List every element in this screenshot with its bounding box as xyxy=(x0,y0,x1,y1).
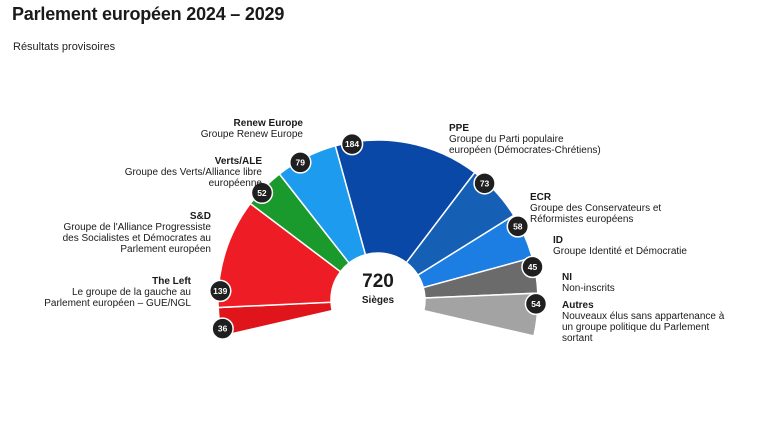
label-desc-ecr: Groupe des Conservateurs et xyxy=(530,203,661,214)
label-desc-ppe: européen (Démocrates-Chrétiens) xyxy=(449,145,601,156)
label-desc-ni: Non-inscrits xyxy=(562,283,615,294)
label-desc-s-d: des Socialistes et Démocrates au xyxy=(63,233,211,244)
badge-circle-id xyxy=(506,215,530,238)
badge-ppe: 184 xyxy=(340,132,364,156)
chart-title: Parlement européen 2024 – 2029 xyxy=(12,4,285,24)
badge-circle-renew-europe xyxy=(289,151,312,174)
badge-value-id: 58 xyxy=(513,221,523,231)
label-desc-autres: un groupe politique du Parlement xyxy=(562,322,710,333)
label-name-verts-ale: Verts/ALE xyxy=(215,156,263,167)
label-desc-verts-ale: Groupe des Verts/Alliance libre xyxy=(125,167,263,178)
slice-ppe xyxy=(334,139,476,264)
badge-circle-ppe xyxy=(340,132,364,156)
badge-value-s-d: 139 xyxy=(213,286,227,296)
label-name-the-left: The Left xyxy=(152,276,192,287)
badge-id: 58 xyxy=(506,215,530,238)
label-name-ecr: ECR xyxy=(530,192,552,203)
badge-value-ppe: 184 xyxy=(345,139,359,149)
total-seats: 720 xyxy=(362,271,394,292)
chart-subtitle: Résultats provisoires xyxy=(13,41,116,53)
label-desc-renew-europe: Groupe Renew Europe xyxy=(201,129,304,140)
slice-autres xyxy=(422,292,539,337)
badge-value-the-left: 36 xyxy=(218,324,228,334)
label-desc-s-d: Groupe de l'Alliance Progressiste xyxy=(63,222,211,233)
badge-value-ecr: 73 xyxy=(480,178,490,188)
label-name-autres: Autres xyxy=(562,300,594,311)
label-desc-autres: sortant xyxy=(562,333,593,344)
label-desc-verts-ale: européenne xyxy=(209,178,263,189)
slice-s-d xyxy=(217,202,342,309)
badge-the-left: 36 xyxy=(211,317,234,340)
total-seats-label: Sièges xyxy=(362,295,395,306)
label-name-renew-europe: Renew Europe xyxy=(234,118,304,129)
label-desc-ecr: Réformistes européens xyxy=(530,214,633,225)
badge-ni: 45 xyxy=(521,255,544,279)
label-desc-ppe: Groupe du Parti populaire xyxy=(449,134,564,145)
badge-autres: 54 xyxy=(524,292,548,316)
badge-renew-europe: 79 xyxy=(289,151,312,174)
label-desc-autres: Nouveaux élus sans appartenance à xyxy=(562,311,725,322)
label-desc-id: Groupe Identité et Démocratie xyxy=(553,246,687,257)
badge-value-renew-europe: 79 xyxy=(296,157,306,167)
badge-s-d: 139 xyxy=(209,279,232,303)
label-name-ppe: PPE xyxy=(449,123,469,134)
badge-circle-ecr xyxy=(473,172,496,195)
label-desc-s-d: Parlement européen xyxy=(120,244,211,255)
seat-badges: 36 139 52 79 184 73 58 45 54 xyxy=(209,132,548,340)
badge-verts-ale: 52 xyxy=(250,181,274,205)
badge-circle-ni xyxy=(521,255,544,279)
badge-ecr: 73 xyxy=(473,172,496,195)
badge-circle-autres xyxy=(524,292,548,316)
badge-value-ni: 45 xyxy=(528,262,538,272)
badge-circle-s-d xyxy=(209,279,232,303)
label-desc-the-left: Parlement européen – GUE/NGL xyxy=(44,298,191,309)
label-name-ni: NI xyxy=(562,272,572,283)
badge-value-verts-ale: 52 xyxy=(257,188,267,198)
label-name-id: ID xyxy=(553,235,563,246)
label-name-s-d: S&D xyxy=(190,211,211,222)
hemicycle-slices xyxy=(217,139,539,337)
badge-circle-the-left xyxy=(211,317,234,340)
badge-circle-verts-ale xyxy=(250,181,274,205)
label-desc-the-left: Le groupe de la gauche au xyxy=(72,287,191,298)
badge-value-autres: 54 xyxy=(531,299,541,309)
